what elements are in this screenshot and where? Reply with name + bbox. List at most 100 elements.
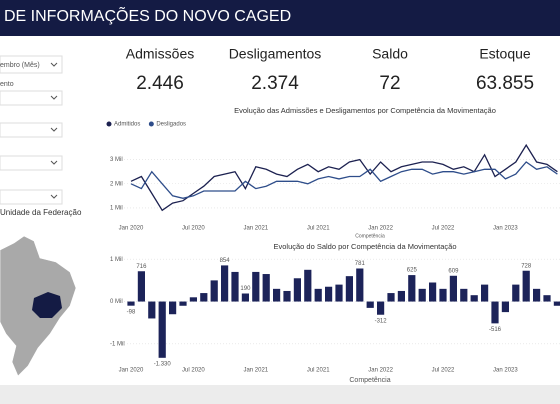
y-tick-label: 0 Mil: [110, 299, 123, 305]
bar: [429, 282, 437, 302]
data-label: 781: [355, 261, 366, 267]
legend-label: Admitidos: [114, 122, 140, 128]
data-label: 728: [521, 263, 532, 269]
chevron: [50, 62, 58, 67]
bar: [439, 288, 447, 302]
bar: [356, 268, 364, 302]
legend-marker: [106, 121, 112, 127]
header-title: DE INFORMAÇÕES DO NOVO CAGED: [4, 5, 291, 25]
bar: [470, 295, 478, 302]
data-label: -312: [375, 318, 388, 324]
bar: [262, 274, 270, 302]
bar: [241, 293, 249, 302]
x-tick-label: Jan 2021: [243, 368, 268, 374]
chevron: [50, 127, 58, 132]
bar: [314, 288, 322, 302]
data-label: 609: [448, 268, 459, 274]
y-tick-label: -1 Mil: [110, 341, 125, 347]
line-series: [130, 161, 558, 199]
data-label: -516: [489, 327, 502, 333]
bar: [449, 275, 457, 302]
bar: [169, 301, 177, 315]
x-tick-label: Jul 2022: [432, 368, 455, 374]
y-tick-label: 3 Mil: [110, 157, 123, 163]
kpi-label: Desligamentos: [229, 46, 322, 62]
bar: [158, 301, 166, 358]
kpi-value: 63.855: [476, 73, 534, 94]
dropdown[interactable]: [0, 155, 63, 171]
bar: [501, 301, 509, 313]
x-tick-label: Jan 2022: [368, 226, 393, 232]
dropdown[interactable]: [0, 90, 63, 106]
bar: [221, 265, 229, 302]
dropdown[interactable]: [0, 55, 63, 74]
dropdown[interactable]: [0, 122, 63, 138]
data-label: -98: [127, 309, 136, 315]
kpi-label: Admissões: [126, 46, 194, 62]
y-tick-label: 2 Mil: [110, 181, 123, 187]
bar: [397, 290, 405, 302]
chevron: [50, 95, 58, 100]
x-tick-label: Jan 2021: [243, 226, 268, 232]
bar: [148, 301, 156, 319]
data-label: 190: [240, 286, 251, 292]
kpi-value: 2.374: [251, 73, 299, 94]
x-tick-label: Jan 2023: [493, 368, 518, 374]
bar: [293, 278, 301, 302]
data-label: 716: [136, 264, 147, 270]
kpi-value: 2.446: [136, 73, 184, 94]
x-tick-label: Jul 2021: [307, 226, 330, 232]
bar: [210, 280, 218, 302]
bar: [273, 288, 281, 302]
chevron: [50, 160, 58, 165]
header-bar: [0, 0, 560, 36]
map-title: Unidade da Federação: [0, 208, 82, 217]
kpi-label: Estoque: [479, 46, 531, 62]
bar: [491, 301, 499, 324]
dropdown[interactable]: [0, 189, 63, 205]
bar: [231, 271, 239, 302]
bar: [387, 293, 395, 302]
x-tick-label: Jan 2020: [119, 368, 144, 374]
bar: [345, 276, 353, 302]
x-tick-label: Jan 2020: [119, 226, 144, 232]
bar: [137, 271, 145, 302]
y-tick-label: 1 Mil: [110, 257, 123, 263]
bar: [460, 288, 468, 302]
bar: [533, 288, 541, 302]
x-tick-label: Jan 2022: [368, 368, 393, 374]
bar: [377, 301, 385, 315]
x-tick-label: Jul 2020: [182, 368, 205, 374]
chevron: [50, 194, 58, 199]
x-tick-label: Jan 2023: [493, 226, 518, 232]
bar: [127, 301, 135, 306]
bar: [179, 301, 187, 306]
bar: [335, 284, 343, 302]
bar: [543, 295, 551, 302]
dropdowns: [0, 90, 63, 205]
bar: [200, 293, 208, 302]
bar: [512, 284, 520, 302]
line-series: [130, 143, 558, 212]
data-label: 854: [220, 258, 231, 264]
bar: [553, 301, 560, 306]
footer: [0, 385, 560, 404]
bar: [418, 288, 426, 302]
kpi-value: 72: [379, 73, 400, 94]
bar: [252, 271, 260, 302]
bar: [304, 269, 312, 302]
bar: [325, 286, 333, 302]
map-state-selected[interactable]: [32, 292, 62, 318]
kpi-label: Saldo: [372, 46, 408, 62]
legend-label: Desligados: [156, 122, 186, 128]
bar: [481, 284, 489, 302]
legend-marker: [148, 121, 154, 127]
x-axis-label: Competência: [355, 233, 385, 239]
x-tick-label: Jul 2020: [182, 226, 205, 232]
x-axis-label: Competência: [349, 377, 390, 384]
filter-label: ento: [0, 81, 14, 88]
bar: [522, 270, 530, 302]
bar: [366, 301, 374, 308]
